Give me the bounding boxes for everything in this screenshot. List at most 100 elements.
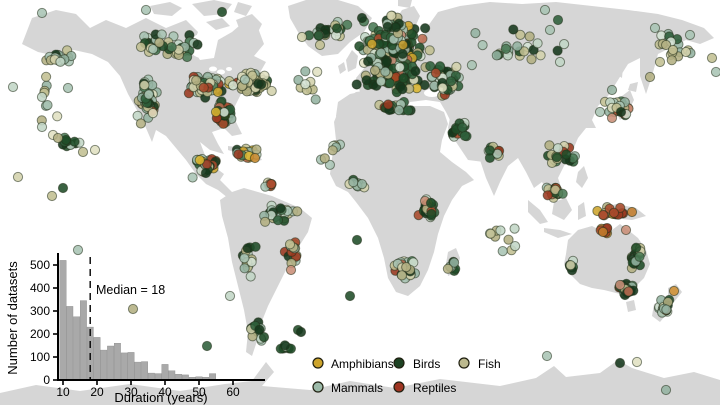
- dot-orange: [597, 226, 609, 238]
- dot-mammals: [539, 4, 551, 16]
- legend-label-fish: Fish: [478, 357, 501, 371]
- water-great-lake-1: [209, 66, 217, 72]
- dot-birds: [258, 332, 270, 343]
- x-tick-label: 50: [192, 385, 206, 399]
- histogram-bar: [66, 306, 74, 381]
- dot-mammals: [72, 244, 84, 256]
- dot-birds: [351, 79, 362, 90]
- dot-mammals: [375, 47, 387, 58]
- legend-label-amphibians: Amphibians: [331, 357, 394, 371]
- dot-fish: [661, 39, 672, 51]
- legend-label-mammals: Mammals: [331, 381, 383, 395]
- histogram-bar: [168, 370, 176, 381]
- dot-mammals: [559, 39, 570, 50]
- dot-fish: [654, 56, 666, 68]
- dot-reptiles: [198, 82, 209, 93]
- dot-birds: [552, 14, 564, 26]
- dot-mammals: [62, 82, 74, 94]
- dot-mammals: [300, 66, 311, 77]
- dot-birds: [552, 45, 563, 56]
- legend-label-reptiles: Reptiles: [413, 381, 456, 395]
- x-tick-label: 60: [226, 385, 240, 399]
- dot-mammals: [245, 271, 256, 282]
- dot-birds: [250, 241, 261, 252]
- dot-mammals: [394, 62, 405, 73]
- reptiles-marker-icon: [393, 381, 405, 393]
- dot-birds: [275, 203, 286, 214]
- landmass-tasmania: [626, 300, 636, 312]
- dot-birds: [192, 39, 203, 50]
- histogram-bar: [161, 364, 169, 381]
- landmass-borneo: [552, 198, 572, 220]
- dot-reptiles: [620, 224, 632, 236]
- histogram-bar: [59, 260, 67, 381]
- dot-fish: [396, 270, 407, 281]
- dot-fish: [266, 85, 277, 97]
- dot-mammals: [710, 66, 720, 78]
- landmass-baffin-island: [236, 14, 262, 40]
- dot-mammals: [466, 60, 477, 71]
- landmass-java: [544, 228, 572, 238]
- dot-mammals: [143, 89, 154, 100]
- dot-fish: [666, 55, 677, 66]
- landmass-arctic-island-1: [150, 2, 182, 16]
- dot-orange: [626, 206, 638, 218]
- histogram-x-axis-label: Duration (years): [114, 390, 207, 405]
- dot-mammals: [148, 44, 159, 55]
- dot-birds: [406, 28, 417, 40]
- dot-mammals: [449, 257, 460, 268]
- dot-fish: [631, 356, 643, 368]
- landmass-arctic-island-4: [206, 18, 230, 30]
- dot-mammals: [300, 79, 311, 90]
- dot-fish: [52, 111, 63, 122]
- landmass-sakhalin: [616, 56, 624, 78]
- x-tick-label: 10: [56, 385, 70, 399]
- dot-fish: [46, 190, 58, 202]
- dot-birds: [216, 6, 228, 18]
- dot-fish: [524, 31, 535, 42]
- x-tick-label: 40: [158, 385, 172, 399]
- histogram-bar: [147, 372, 155, 381]
- mammals-marker-icon: [312, 381, 324, 393]
- y-tick-label: 400: [30, 281, 50, 295]
- y-tick-label: 200: [30, 327, 50, 341]
- landmass-hokkaido: [628, 82, 638, 92]
- dot-mammals: [36, 7, 48, 19]
- y-tick-label: 300: [30, 304, 50, 318]
- fish-marker-icon: [458, 357, 470, 369]
- dot-mammals: [42, 100, 53, 111]
- dot-birds: [57, 182, 69, 194]
- dot-fish: [52, 132, 64, 144]
- dot-orange: [668, 285, 680, 297]
- dot-birds: [381, 57, 392, 68]
- histogram-bar: [100, 349, 108, 381]
- dot-fish: [451, 61, 462, 73]
- dot-amphibians: [397, 39, 409, 51]
- histogram-bar: [141, 361, 148, 381]
- dot-fish: [667, 44, 679, 56]
- dot-birds: [551, 152, 562, 163]
- landmass-iceland: [322, 40, 340, 52]
- dot-mammals: [661, 304, 672, 315]
- dot-birds: [398, 73, 409, 84]
- dot-birds: [295, 326, 307, 338]
- water-great-lake-2: [217, 69, 225, 75]
- landmass-great-britain: [346, 50, 358, 72]
- dot-fish: [386, 10, 397, 21]
- dot-fish: [515, 29, 526, 41]
- landmass-antarctica: [0, 360, 720, 405]
- histogram-bar: [127, 352, 135, 381]
- dot-mammals: [187, 172, 198, 183]
- dot-mammals: [541, 350, 553, 362]
- dot-reptiles: [285, 264, 297, 276]
- dot-fish: [147, 108, 158, 119]
- dot-birds: [397, 48, 408, 60]
- dot-mammals: [36, 91, 48, 103]
- dot-birds: [254, 324, 265, 335]
- dot-mammals: [509, 223, 520, 234]
- dot-birds: [614, 357, 626, 369]
- dot-mammals: [239, 263, 250, 274]
- landmass-ireland: [338, 62, 346, 74]
- dot-fish: [424, 45, 435, 56]
- dot-mammals: [239, 74, 250, 85]
